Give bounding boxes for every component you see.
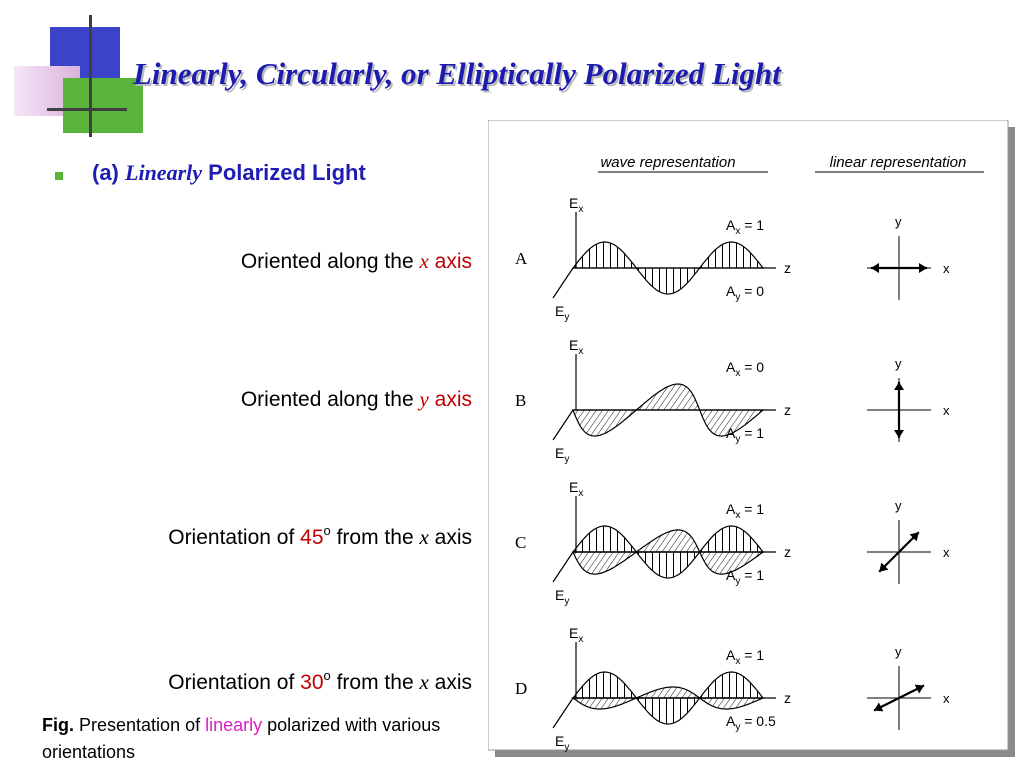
polarization-arrow <box>878 531 920 573</box>
caption-var: y <box>419 387 429 411</box>
ey-label: Ey <box>555 445 569 465</box>
heading-suffix: Polarized Light <box>208 160 366 185</box>
ey-wave <box>572 383 765 437</box>
ay-label: Ay = 1 <box>726 425 764 445</box>
caption-text: Orientation of <box>168 671 295 694</box>
degree-mark: o <box>323 668 331 683</box>
ax-label: Ax = 1 <box>726 647 764 667</box>
linear-x-label: x <box>943 261 950 276</box>
figure-frame <box>488 120 1009 751</box>
linear-y-label: y <box>895 214 902 229</box>
caption-text: Oriented along the <box>240 388 414 411</box>
heading-italic: Linearly <box>125 160 203 185</box>
ey-axis <box>552 697 574 729</box>
caption-angle: 30 <box>300 671 324 694</box>
arrowhead <box>879 562 889 572</box>
polarization-arrow <box>873 684 925 712</box>
ey-label: Ey <box>555 303 569 323</box>
decor-vertical-line <box>89 15 92 137</box>
ey-axis <box>552 267 574 299</box>
bullet-marker <box>55 172 63 180</box>
z-label: z <box>784 690 791 706</box>
caption-text: Orientation of <box>168 526 295 549</box>
ex-wave <box>571 525 765 579</box>
caption-y-axis: Oriented along the y axis <box>241 387 472 412</box>
linear-x-label: x <box>943 691 950 706</box>
polarization-figure: wave representation linear representatio… <box>488 120 1015 757</box>
ex-label: Ex <box>569 337 583 357</box>
caption-var: x <box>419 670 429 694</box>
ax-label: Ax = 1 <box>726 501 764 521</box>
ay-label: Ay = 0 <box>726 283 764 303</box>
ex-wave <box>571 671 765 725</box>
arrowhead <box>871 263 879 273</box>
ay-label: Ay = 1 <box>726 567 764 587</box>
slide-title: Linearly, Circularly, or Elliptically Po… <box>133 56 781 91</box>
ex-label: Ex <box>569 625 583 645</box>
ax-label: Ax = 0 <box>726 359 764 379</box>
linear-y-label: y <box>895 498 902 513</box>
caption-text: from the <box>336 671 414 694</box>
fig-text: polarized with various orientations <box>42 715 441 762</box>
ex-label: Ex <box>569 195 583 215</box>
ey-label: Ey <box>555 587 569 607</box>
arrowhead <box>909 532 919 542</box>
decor-green-square <box>63 78 143 133</box>
wave-row-d: D Ex Ey z Ax = 1 Ay = 0.5 y x <box>515 625 950 753</box>
z-label: z <box>784 544 791 560</box>
caption-angle: 45 <box>300 526 324 549</box>
linear-x-label: x <box>943 403 950 418</box>
z-label: z <box>784 402 791 418</box>
fig-label: Fig. <box>42 715 74 735</box>
caption-x-axis: Oriented along the x axis <box>241 249 472 274</box>
heading-prefix: (a) <box>92 160 119 185</box>
arrowhead <box>919 263 927 273</box>
ey-label: Ey <box>555 733 569 753</box>
caption-text: axis <box>434 250 472 273</box>
ey-axis <box>552 551 574 583</box>
ex-wave <box>571 241 765 295</box>
linear-x-label: x <box>943 545 950 560</box>
caption-45-degree: Orientation of 45o from the x axis <box>168 523 472 550</box>
caption-text: axis <box>434 671 472 694</box>
caption-text: from the <box>336 526 414 549</box>
fig-text: Presentation of <box>79 715 201 735</box>
wave-row-c: C Ex Ey z Ax = 1 Ay = 1 y x <box>515 479 950 607</box>
arrowhead <box>873 702 884 712</box>
wave-row-a: A Ex Ey z Ax = 1 Ay = 0 y x <box>515 195 950 323</box>
caption-text: axis <box>434 526 472 549</box>
row-label: B <box>515 391 526 410</box>
arrowhead <box>914 684 925 694</box>
row-label: A <box>515 249 528 268</box>
caption-text: Oriented along the <box>240 250 414 273</box>
arrowhead <box>894 430 904 438</box>
wave-representation-header: wave representation <box>600 154 735 171</box>
degree-mark: o <box>323 523 331 538</box>
caption-var: x <box>419 525 429 549</box>
z-label: z <box>784 260 791 276</box>
ax-label: Ax = 1 <box>726 217 764 237</box>
ex-label: Ex <box>569 479 583 499</box>
fig-highlight: linearly <box>205 715 263 735</box>
caption-var: x <box>419 249 429 273</box>
decor-horizontal-line <box>47 108 127 111</box>
row-label: D <box>515 679 527 698</box>
linear-y-label: y <box>895 356 902 371</box>
arrowhead <box>894 382 904 390</box>
figure-caption: Fig. Presentation of linearly polarized … <box>42 712 482 766</box>
wave-row-b: B Ex Ey z Ax = 0 Ay = 1 y x <box>515 337 950 465</box>
ay-label: Ay = 0.5 <box>726 713 776 733</box>
caption-text: axis <box>434 388 472 411</box>
row-label: C <box>515 533 526 552</box>
caption-30-degree: Orientation of 30o from the x axis <box>168 668 472 695</box>
ey-axis <box>552 409 574 441</box>
linear-y-label: y <box>895 644 902 659</box>
linear-representation-header: linear representation <box>830 154 967 171</box>
section-heading: (a) Linearly Polarized Light <box>92 160 366 186</box>
